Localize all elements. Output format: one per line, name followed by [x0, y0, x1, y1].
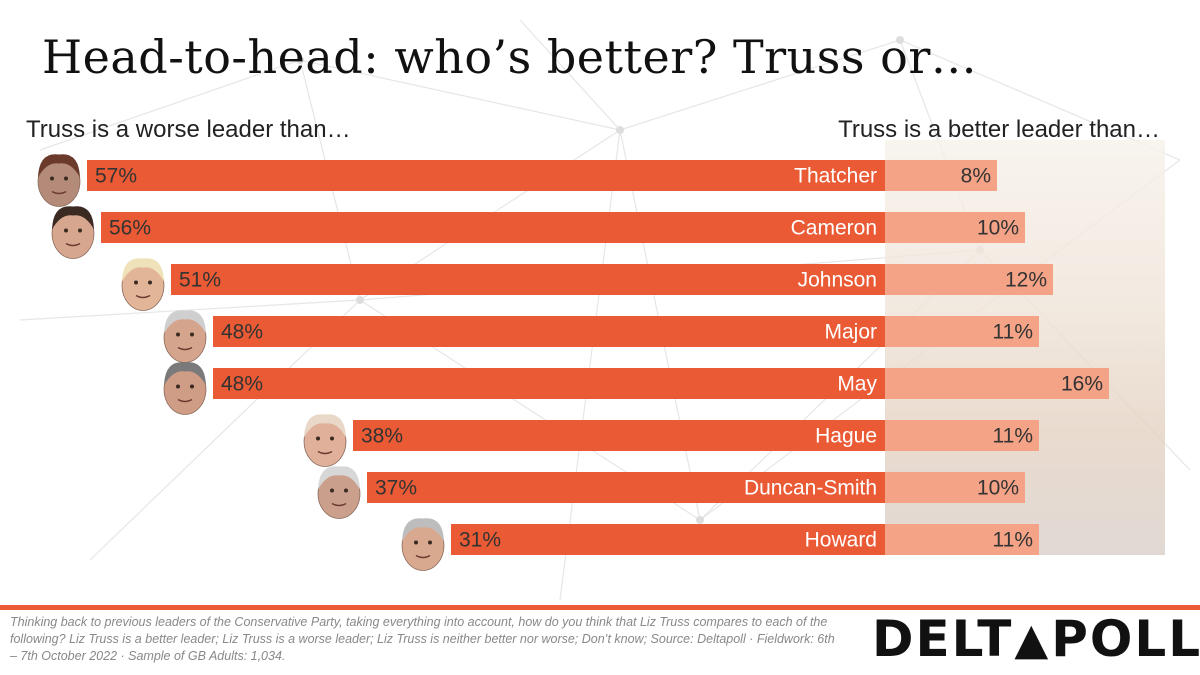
worse-value-major: 48%: [221, 321, 263, 344]
major-portrait-right-eye: [190, 332, 194, 337]
worse-value-cameron: 56%: [109, 217, 151, 240]
diverging-bar-chart: 57% Thatcher 8% 56% Cameron 10% 51% Johnson 12% 4…: [37, 154, 1109, 571]
deltapoll-logo: DELT ▲ POLL: [872, 610, 1200, 668]
major-portrait-hair: [164, 310, 206, 334]
hague-portrait-hair: [304, 414, 346, 438]
category-label-duncan-smith: Duncan-Smith: [744, 477, 877, 500]
category-label-johnson: Johnson: [798, 269, 877, 292]
better-value-major: 11%: [993, 321, 1033, 344]
category-label-major: Major: [824, 321, 877, 344]
worse-bar-thatcher: [87, 160, 885, 191]
worse-value-thatcher: 57%: [95, 165, 137, 188]
thatcher-portrait-hair: [38, 154, 80, 178]
worse-bar-johnson: [171, 264, 885, 295]
hague-portrait-left-eye: [316, 436, 320, 441]
better-bar-may: [885, 368, 1109, 399]
major-portrait-mouth: [177, 346, 193, 351]
better-bar-hague: [885, 420, 1039, 451]
better-bar-duncan-smith: [885, 472, 1025, 503]
may-portrait-hair: [164, 362, 206, 386]
better-value-johnson: 12%: [1005, 269, 1047, 292]
johnson-portrait-hair: [122, 258, 164, 282]
better-value-may: 16%: [1061, 373, 1103, 396]
johnson-portrait-mouth: [135, 294, 151, 299]
thatcher-portrait-left-eye: [50, 176, 54, 181]
better-value-cameron: 10%: [977, 217, 1019, 240]
better-value-thatcher: 8%: [961, 165, 991, 188]
duncan-smith-portrait-left-eye: [330, 488, 334, 493]
howard-portrait-right-eye: [428, 540, 432, 545]
worse-bar-howard: [451, 524, 885, 555]
better-bar-thatcher: [885, 160, 997, 191]
may-portrait-mouth: [177, 398, 193, 403]
thatcher-portrait-mouth: [51, 190, 67, 195]
category-label-hague: Hague: [815, 425, 877, 448]
better-heading: Truss is a better leader than…: [838, 116, 1160, 143]
howard-portrait-left-eye: [414, 540, 418, 545]
duncan-smith-portrait-hair: [318, 466, 360, 490]
worse-value-duncan-smith: 37%: [375, 477, 417, 500]
better-value-hague: 11%: [993, 425, 1033, 448]
duncan-smith-portrait-mouth: [331, 502, 347, 507]
category-label-cameron: Cameron: [791, 217, 877, 240]
better-bar-howard: [885, 524, 1039, 555]
cameron-portrait-right-eye: [78, 228, 82, 233]
worse-value-hague: 38%: [361, 425, 403, 448]
howard-portrait-hair: [402, 518, 444, 542]
better-value-howard: 11%: [993, 529, 1033, 552]
worse-bar-may: [213, 368, 885, 399]
category-label-howard: Howard: [805, 529, 877, 552]
cameron-portrait-mouth: [65, 242, 81, 247]
category-label-may: May: [837, 373, 877, 396]
better-bar-cameron: [885, 212, 1025, 243]
better-value-duncan-smith: 10%: [977, 477, 1019, 500]
better-bar-major: [885, 316, 1039, 347]
hague-portrait-mouth: [317, 450, 333, 455]
hague-portrait-right-eye: [330, 436, 334, 441]
cameron-portrait-hair: [52, 206, 94, 230]
chart-title: Head-to-head: who’s better? Truss or…: [42, 30, 978, 84]
worse-bar-duncan-smith: [367, 472, 885, 503]
worse-value-howard: 31%: [459, 529, 501, 552]
category-label-thatcher: Thatcher: [794, 165, 877, 188]
worse-bar-cameron: [101, 212, 885, 243]
methodology-footnote: Thinking back to previous leaders of the…: [10, 615, 835, 663]
cameron-portrait-left-eye: [64, 228, 68, 233]
better-bar-johnson: [885, 264, 1053, 295]
duncan-smith-portrait-right-eye: [344, 488, 348, 493]
may-portrait-right-eye: [190, 384, 194, 389]
howard-portrait-mouth: [415, 554, 431, 559]
major-portrait-left-eye: [176, 332, 180, 337]
worse-value-johnson: 51%: [179, 269, 221, 292]
worse-value-may: 48%: [221, 373, 263, 396]
worse-heading: Truss is a worse leader than…: [26, 116, 351, 143]
footer-divider: [0, 605, 1200, 610]
thatcher-portrait-right-eye: [64, 176, 68, 181]
delta-triangle-icon: ▲: [1014, 613, 1051, 665]
johnson-portrait-right-eye: [148, 280, 152, 285]
may-portrait-left-eye: [176, 384, 180, 389]
worse-bar-hague: [353, 420, 885, 451]
worse-bar-major: [213, 316, 885, 347]
johnson-portrait-left-eye: [134, 280, 138, 285]
